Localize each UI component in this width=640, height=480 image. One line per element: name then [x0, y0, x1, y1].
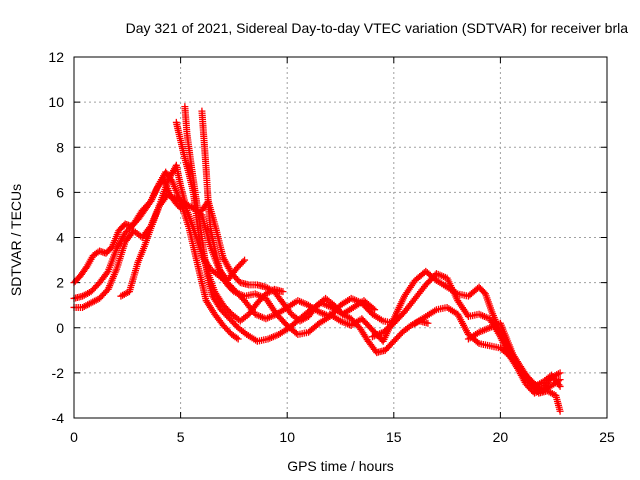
grid-lines: [74, 57, 607, 418]
data-point-marker: [556, 407, 564, 415]
y-tick-label: 8: [56, 139, 64, 155]
data-points: [70, 103, 564, 415]
x-axis-label: GPS time / hours: [287, 458, 394, 474]
x-tick-label: 0: [70, 429, 78, 445]
data-point-marker: [233, 334, 241, 342]
data-point-marker: [234, 335, 242, 343]
y-tick-label: 10: [48, 94, 64, 110]
y-tick-label: 6: [56, 184, 64, 200]
data-point-marker: [103, 269, 111, 277]
data-point-marker: [474, 338, 482, 346]
y-tick-label: 4: [56, 230, 64, 246]
data-point-marker: [556, 369, 564, 377]
y-tick-label: 0: [56, 320, 64, 336]
series-arc8: [198, 197, 432, 357]
chart-title: Day 321 of 2021, Sidereal Day-to-day VTE…: [125, 20, 628, 36]
x-tick-label: 20: [493, 429, 509, 445]
y-axis-label: SDTVAR / TECUs: [8, 183, 24, 297]
y-axis-ticks: -4 -2 0 2 4 6 8 10 12: [48, 49, 607, 426]
x-tick-label: 10: [279, 429, 295, 445]
y-tick-label: -2: [52, 365, 65, 381]
data-point-marker: [241, 256, 249, 264]
data-point-marker: [556, 382, 564, 390]
data-point-marker: [279, 288, 287, 296]
y-tick-label: 12: [48, 49, 64, 65]
series-arc12: [464, 319, 564, 415]
data-point-marker: [556, 376, 564, 384]
y-tick-label: 2: [56, 275, 64, 291]
data-point-marker: [554, 377, 562, 385]
data-point-marker: [424, 319, 432, 327]
y-tick-label: -4: [52, 410, 65, 426]
plot-frame: [73, 56, 608, 419]
x-tick-label: 15: [386, 429, 402, 445]
x-tick-label: 25: [599, 429, 615, 445]
data-point-marker: [239, 258, 247, 266]
series-arc10: [368, 270, 564, 397]
x-tick-label: 5: [177, 429, 185, 445]
